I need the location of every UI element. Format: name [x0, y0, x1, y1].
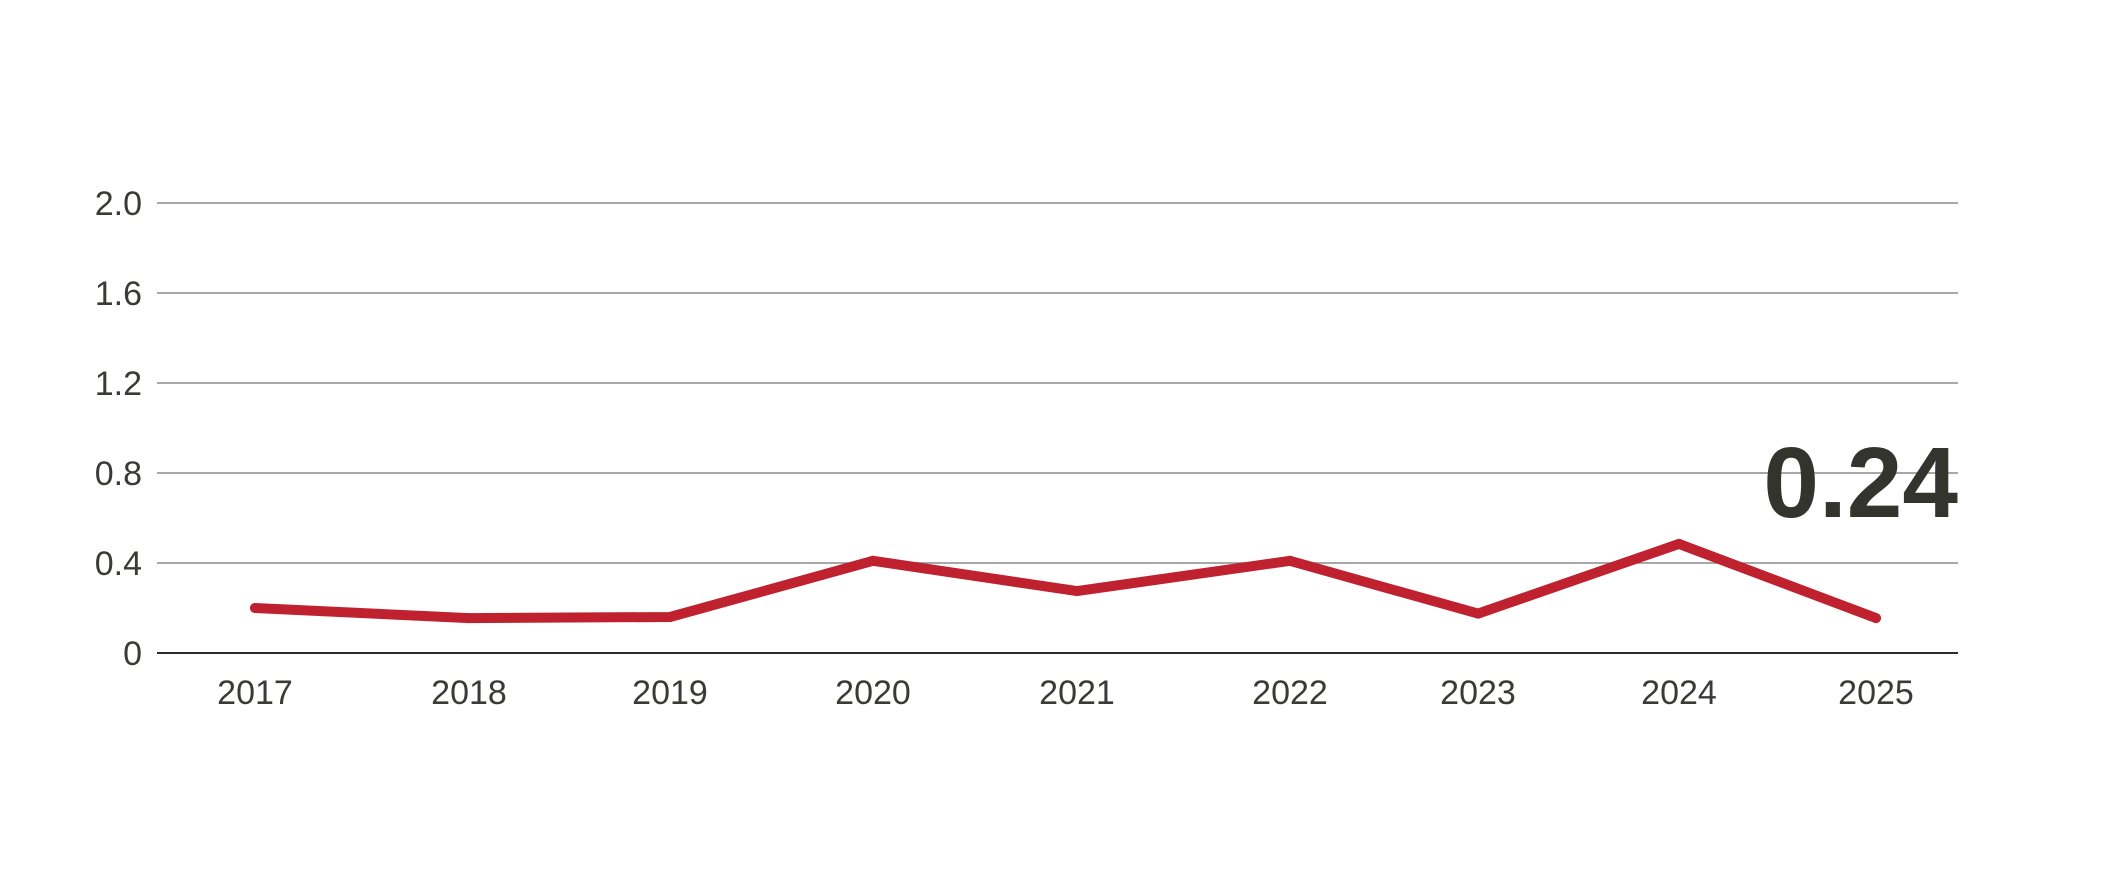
grid [157, 202, 1958, 654]
data-point [1674, 538, 1684, 549]
data-point [1072, 586, 1082, 597]
y-tick-label: 1.2 [95, 365, 142, 403]
value-callout: 0.24 [1763, 427, 1958, 539]
data-point [665, 612, 675, 622]
y-tick-label: 1.6 [95, 275, 142, 313]
data-point [1285, 555, 1295, 566]
x-tick-label: 2024 [1641, 674, 1717, 712]
y-tick-label: 0.8 [95, 455, 142, 493]
y-tick-label: 0 [123, 635, 142, 673]
series-line [250, 538, 1881, 624]
x-tick-label: 2023 [1440, 674, 1516, 712]
data-point [464, 613, 474, 624]
y-tick-label: 2.0 [95, 185, 142, 223]
x-tick-label: 2021 [1039, 674, 1115, 712]
x-tick-label: 2020 [835, 674, 911, 712]
y-axis-ticks: 0 0.4 0.8 1.2 1.6 2.0 [95, 185, 142, 673]
x-tick-label: 2017 [217, 674, 293, 712]
x-tick-label: 2019 [632, 674, 708, 712]
x-tick-label: 2018 [431, 674, 507, 712]
x-tick-label: 2025 [1838, 674, 1914, 712]
x-axis-ticks: 2017 2018 2019 2020 2021 2022 2023 2024 2025 [217, 674, 1914, 712]
data-point [1871, 613, 1881, 624]
y-tick-label: 0.4 [95, 545, 142, 583]
x-tick-label: 2022 [1252, 674, 1328, 712]
data-point [1473, 608, 1483, 619]
series [250, 538, 1881, 624]
data-point [868, 555, 878, 566]
data-point [250, 603, 260, 613]
